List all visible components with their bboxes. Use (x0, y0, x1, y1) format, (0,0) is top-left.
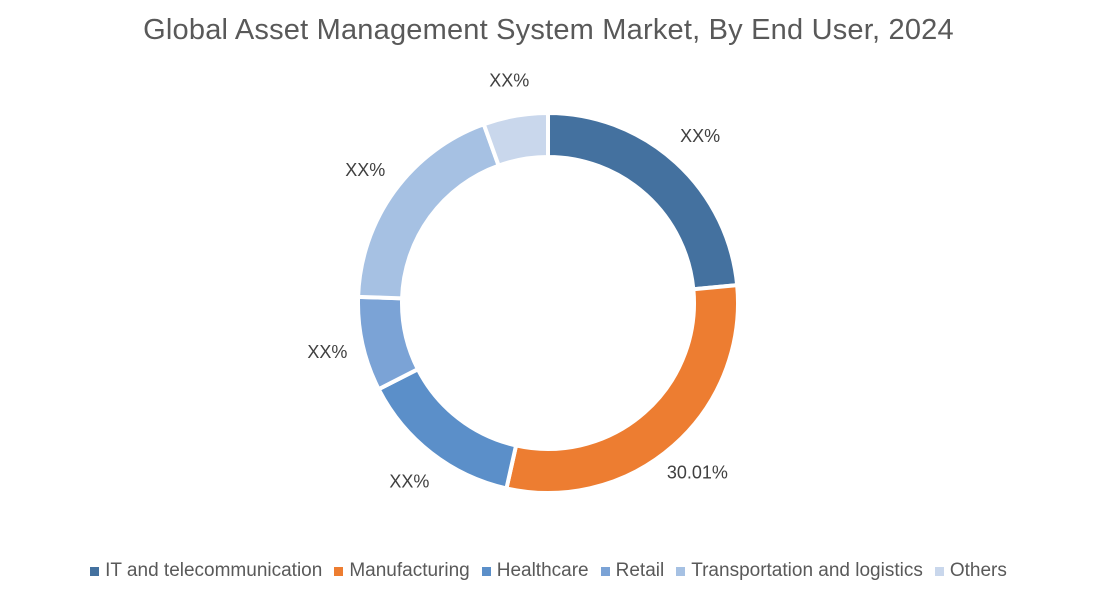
legend-label: IT and telecommunication (105, 560, 323, 581)
legend-swatch (600, 566, 610, 576)
data-label-retail: XX% (307, 342, 347, 362)
legend-swatch (481, 566, 491, 576)
legend-label: Others (949, 560, 1007, 581)
legend-item: Retail (600, 560, 665, 582)
data-label-healthcare: XX% (389, 471, 429, 491)
legend-item: IT and telecommunication (90, 560, 322, 582)
data-label-transportation-and-logistics: XX% (345, 160, 385, 180)
legend-swatch (676, 566, 686, 576)
legend-item: Manufacturing (334, 560, 470, 582)
data-label-it-and-telecommunication: XX% (680, 126, 720, 146)
data-label-manufacturing: 30.01% (667, 463, 728, 483)
data-label-others: XX% (489, 70, 529, 90)
legend-label: Retail (615, 560, 665, 581)
donut-slice-retail (356, 294, 421, 392)
legend-label: Healthcare (496, 560, 589, 581)
legend-item: Healthcare (481, 560, 589, 582)
legend-swatch (934, 566, 944, 576)
chart-legend: IT and telecommunication Manufacturing Hea… (0, 560, 1097, 582)
legend-label: Transportation and logistics (691, 560, 923, 581)
legend-swatch (334, 566, 344, 576)
legend-swatch (90, 566, 100, 576)
legend-item: Others (934, 560, 1007, 582)
legend-item: Transportation and logistics (676, 560, 923, 582)
chart-title: Global Asset Management System Market, B… (143, 14, 954, 46)
donut-slice-others (481, 110, 550, 169)
donut-slice-transportation-and-logistics (356, 121, 502, 301)
legend-label: Manufacturing (349, 560, 470, 581)
